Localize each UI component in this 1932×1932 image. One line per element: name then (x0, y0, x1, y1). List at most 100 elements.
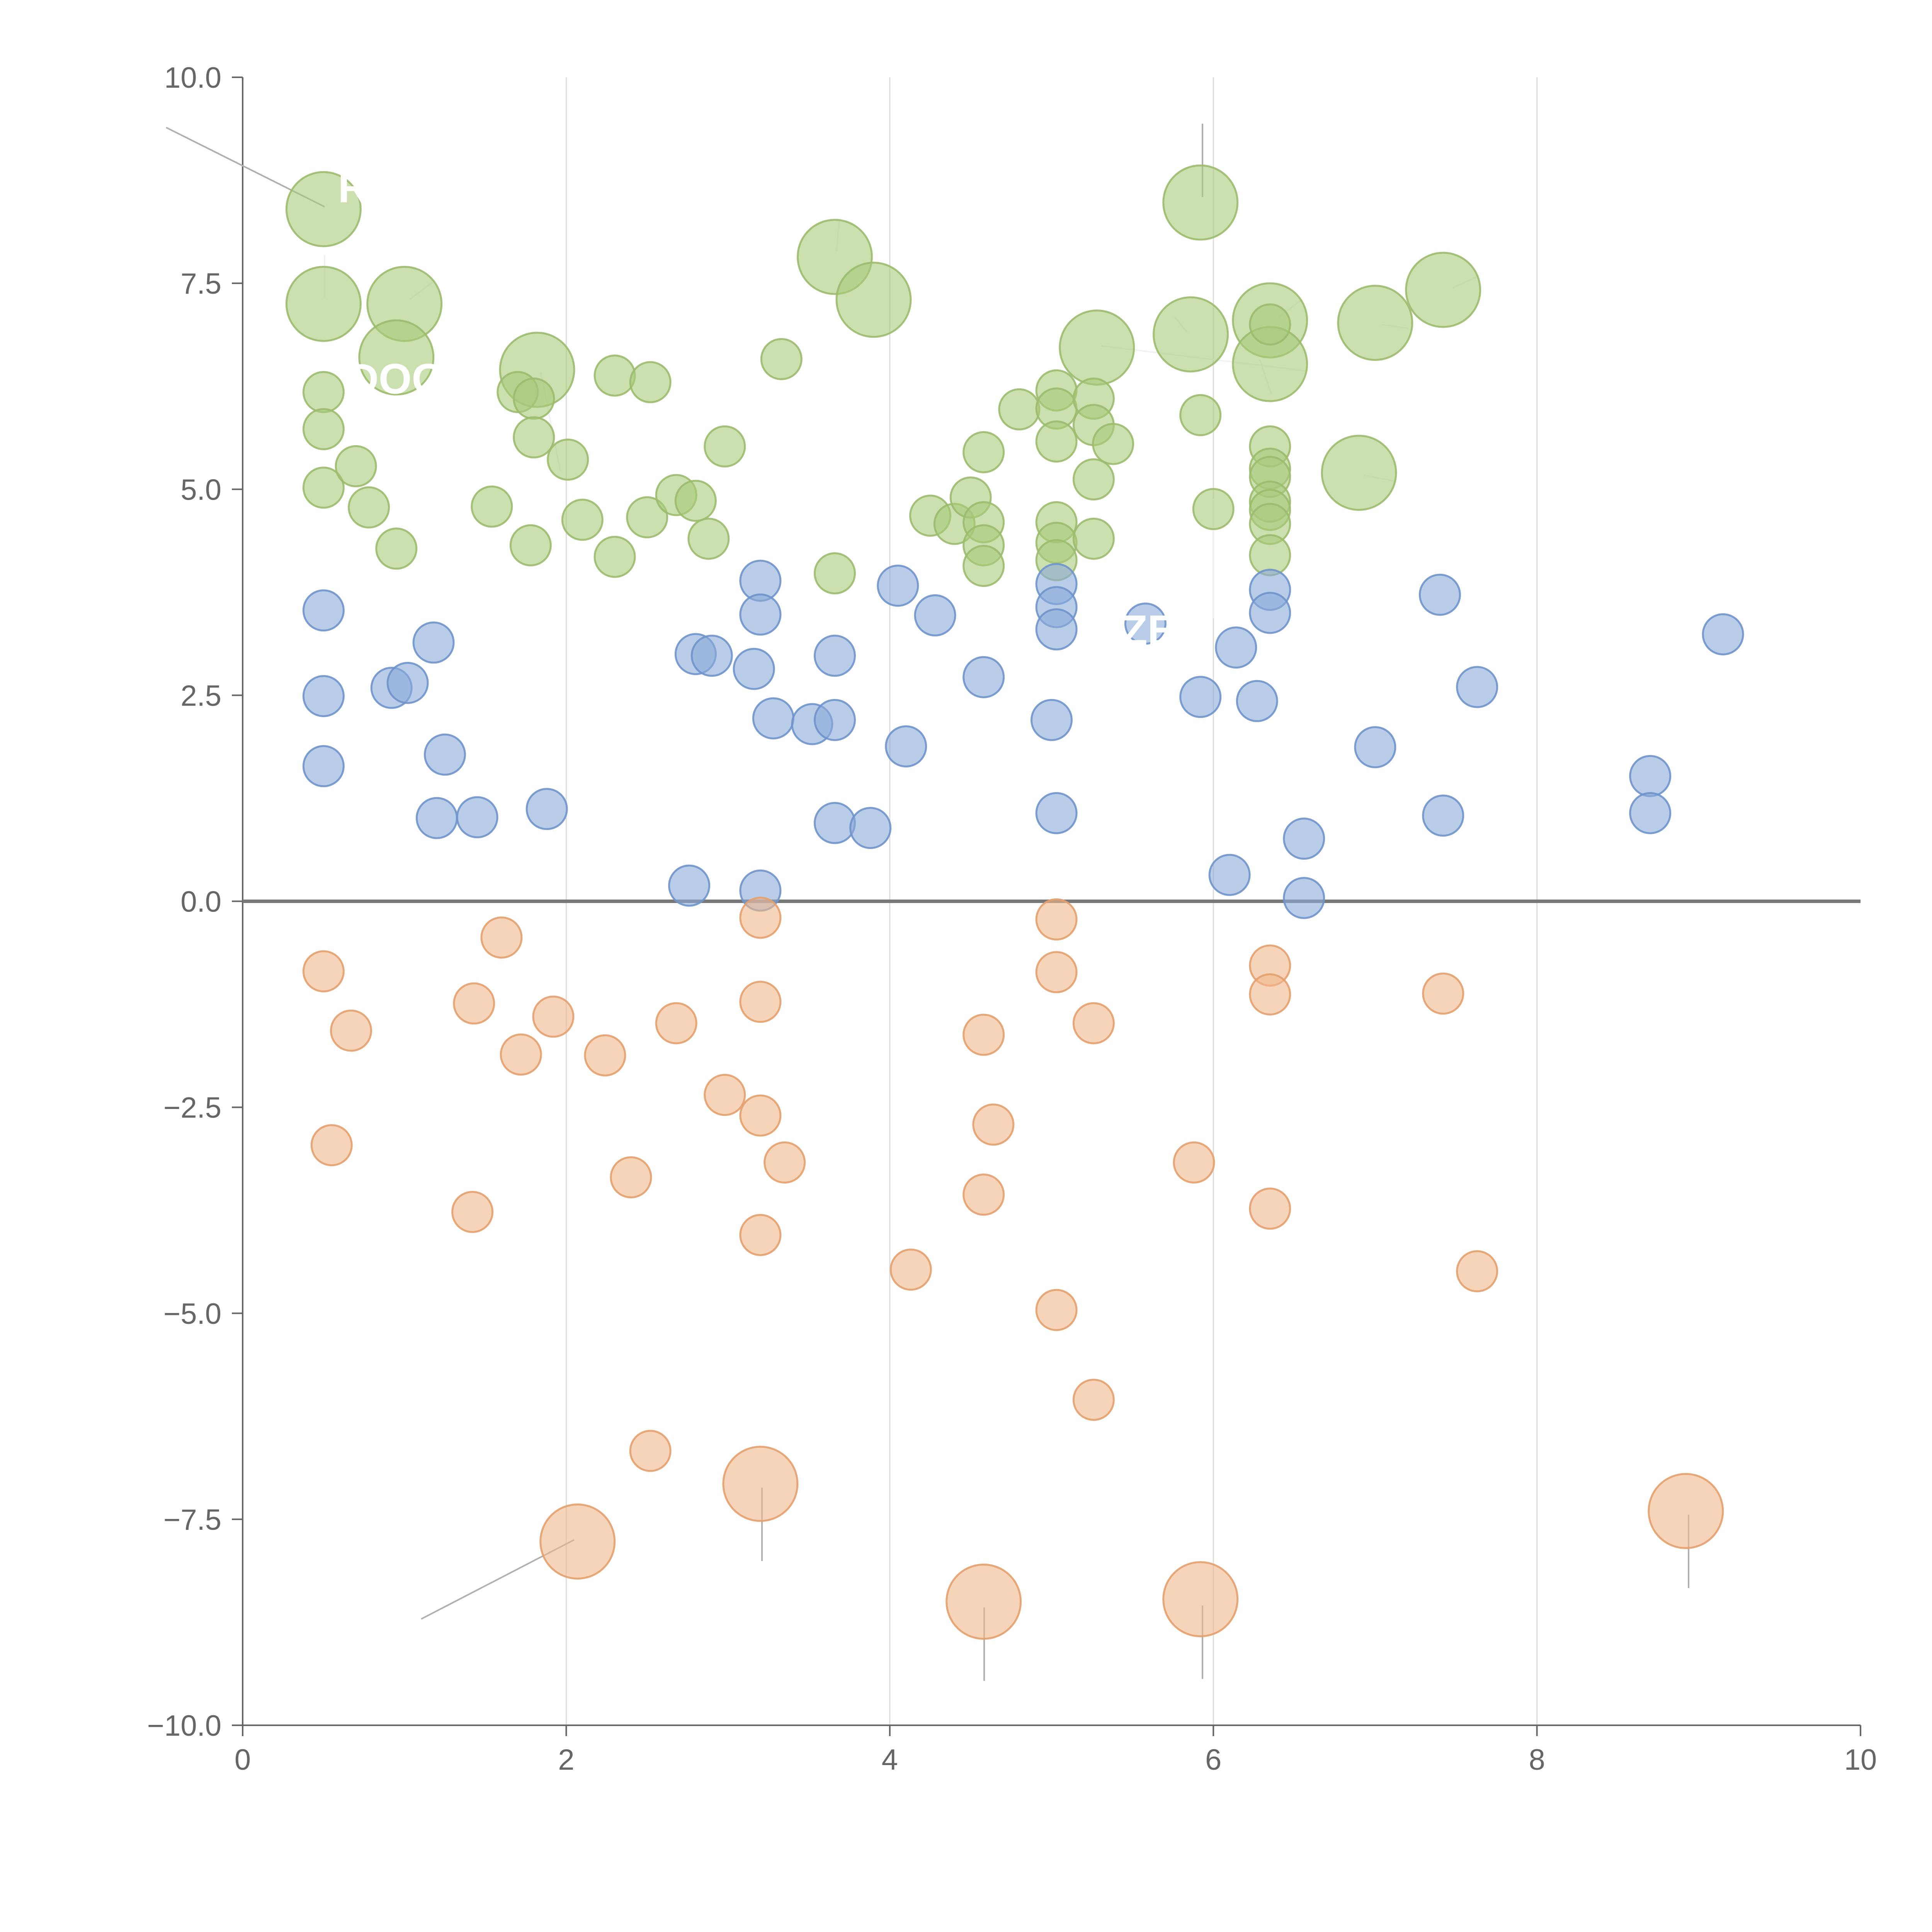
blue-bubble (1208, 854, 1251, 896)
orange-bubble (946, 1563, 1022, 1640)
blue-bubble (752, 697, 794, 740)
blue-bubble (1629, 792, 1672, 834)
blue-bubble (813, 634, 856, 677)
green-bubble (1337, 284, 1413, 361)
blue-bubble (1418, 573, 1461, 616)
blue-bubble (1031, 699, 1073, 741)
blue-bubble (302, 589, 345, 632)
orange-bubble (1648, 1473, 1724, 1549)
orange-bubble (655, 1002, 697, 1044)
bubble-annotation: RI (338, 164, 380, 212)
green-bubble (594, 536, 636, 578)
green-bubble (687, 517, 730, 560)
orange-bubble (963, 1014, 1005, 1056)
blue-bubble (813, 802, 856, 844)
orange-bubble (1162, 1561, 1239, 1638)
green-bubble (471, 485, 513, 528)
blue-bubble (733, 648, 775, 690)
orange-bubble (330, 1009, 372, 1052)
orange-bubble (739, 1094, 782, 1137)
blue-bubble (1456, 666, 1498, 708)
orange-bubble (451, 1190, 494, 1233)
green-bubble (1179, 394, 1222, 436)
blue-bubble (739, 593, 782, 636)
blue-bubble (302, 675, 345, 718)
orange-bubble (704, 1074, 746, 1116)
blue-bubble (813, 699, 856, 741)
blue-bubble (1215, 626, 1257, 669)
blue-bubble (1236, 680, 1278, 722)
green-bubble (1072, 458, 1115, 501)
x-tick-label: 2 (558, 1743, 574, 1776)
green-bubble (1321, 435, 1397, 511)
orange-bubble (584, 1034, 626, 1077)
orange-bubble (1456, 1250, 1498, 1293)
blue-bubble (1422, 794, 1464, 837)
blue-bubble (885, 725, 927, 768)
x-tick-label: 0 (235, 1743, 251, 1776)
y-tick-label: 5.0 (180, 473, 221, 506)
orange-bubble (532, 995, 575, 1038)
orange-bubble (453, 982, 495, 1025)
blue-bubble (877, 565, 919, 607)
orange-bubble (1035, 898, 1078, 940)
blue-bubble (526, 788, 568, 830)
green-bubble (1035, 420, 1078, 463)
y-tick-label: 10.0 (164, 61, 221, 94)
x-tick-label: 4 (882, 1743, 898, 1776)
orange-bubble (1422, 972, 1464, 1015)
green-bubble (285, 265, 362, 342)
blue-bubble (1702, 613, 1744, 656)
blue-bubble (412, 621, 455, 664)
green-bubble (348, 486, 390, 529)
green-bubble (358, 319, 435, 396)
blue-bubble (302, 745, 345, 787)
green-bubble (760, 338, 803, 380)
orange-bubble (610, 1156, 652, 1199)
green-bubble (509, 524, 552, 566)
green-bubble (1405, 252, 1481, 328)
orange-bubble (739, 981, 782, 1023)
y-tick-label: −5.0 (163, 1298, 221, 1330)
orange-bubble (1035, 951, 1078, 993)
y-tick-label: −7.5 (163, 1503, 221, 1536)
x-tick-label: 8 (1529, 1743, 1545, 1776)
orange-bubble (480, 916, 523, 959)
blue-bubble (1249, 592, 1291, 634)
orange-bubble (500, 1033, 542, 1076)
orange-bubble (629, 1430, 672, 1472)
green-bubble (375, 527, 418, 570)
blue-bubble (1354, 726, 1396, 769)
x-tick-label: 10 (1844, 1743, 1877, 1776)
orange-bubble (1035, 1289, 1078, 1331)
green-bubble (813, 552, 856, 595)
orange-bubble (539, 1503, 616, 1580)
green-bubble (302, 408, 345, 451)
green-bubble (547, 438, 589, 481)
green-bubble (1072, 517, 1115, 560)
blue-bubble (914, 594, 956, 637)
blue-bubble (456, 796, 498, 838)
y-tick-label: 7.5 (180, 267, 221, 300)
green-bubble (626, 496, 668, 539)
green-bubble (302, 371, 345, 413)
y-tick-label: −10.0 (147, 1709, 221, 1742)
orange-bubble (302, 950, 345, 993)
green-bubble (561, 498, 604, 541)
green-bubble (963, 431, 1005, 473)
blue-bubble (963, 656, 1005, 698)
blue-bubble (1179, 676, 1222, 718)
orange-bubble (722, 1446, 799, 1522)
orange-bubble (889, 1248, 932, 1291)
blue-bubble (849, 807, 892, 849)
blue-bubble (1283, 877, 1325, 919)
orange-bubble (310, 1124, 353, 1167)
green-bubble (1092, 423, 1134, 465)
blue-bubble (1124, 602, 1167, 645)
green-bubble (998, 388, 1041, 430)
orange-bubble (972, 1103, 1015, 1146)
axes: 0 2 4 6 8 10 −10.0 −7.5 −5.0 −2.5 0.0 2.5 5.0 7.5 10.0 (147, 61, 1877, 1776)
bubble-annotation: DOG (348, 355, 445, 403)
y-tick-label: 2.5 (180, 679, 221, 712)
blue-bubble (1629, 755, 1672, 797)
